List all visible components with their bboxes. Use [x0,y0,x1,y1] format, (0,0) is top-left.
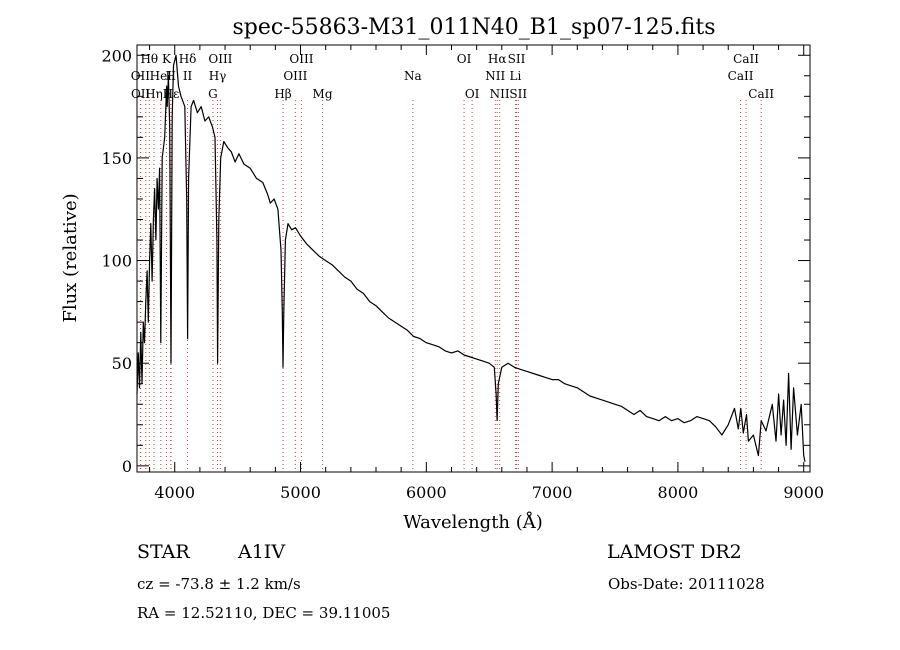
line-label: Mg [313,87,333,101]
object-subclass: A1IV [238,541,286,563]
line-label: CaII [733,52,759,66]
line-label: Na [404,69,422,83]
y-tick-label: 200 [101,46,132,65]
coordinates: RA = 12.52110, DEC = 39.11005 [137,604,391,622]
line-label: HeI [150,69,173,83]
line-label: Li [509,69,521,83]
redshift-info: cz = -73.8 ± 1.2 km/s [137,575,301,593]
line-label: Hγ [209,69,227,83]
line-markers [139,100,762,472]
x-tick-label: 4000 [154,483,195,502]
y-tick-label: 50 [112,354,132,373]
line-label: OIII [283,69,307,83]
y-tick-label: 0 [122,457,132,476]
line-label: OII [131,87,151,101]
line-label: II [183,69,193,83]
x-axis-label: Wavelength (Å) [403,511,543,533]
line-label: OIII [289,52,313,66]
line-label: Hθ [140,52,158,66]
x-tick-label: 8000 [658,483,699,502]
line-label: Hα [488,52,507,66]
line-label: CaII [748,87,774,101]
y-tick-label: 150 [101,149,132,168]
x-tick-label: 9000 [783,483,824,502]
line-label: Hη [145,87,163,101]
line-label: OI [465,87,480,101]
y-axis-label: Flux (relative) [60,193,81,322]
object-class: STAR [137,541,190,563]
line-label: OI [457,52,472,66]
y-tick-label: 100 [101,252,132,271]
line-label: CaII [728,69,754,83]
line-label: OII [131,69,151,83]
axis-ticks [137,45,810,472]
line-label: H [165,69,175,83]
line-label: SII [508,52,526,66]
x-tick-label: 5000 [280,483,321,502]
x-tick-label: 6000 [406,483,447,502]
line-label: Hβ [274,87,291,101]
line-label: NII [490,87,510,101]
line-label: Hδ [179,52,197,66]
line-label: G [208,87,218,101]
line-label: SII [509,87,527,101]
chart-title: spec-55863-M31_011N40_B1_sp07-125.fits [232,15,715,40]
axis-tick-labels: 4000 5000 6000 7000 8000 9000 0 50 100 150 200 [101,46,824,502]
spectrum-line [136,54,806,462]
survey-name: LAMOST DR2 [607,541,742,563]
line-label: OIII [208,52,232,66]
obs-date: Obs-Date: 20111028 [608,575,765,593]
line-label: K [162,52,172,66]
spectrum-series [136,54,806,462]
plot-frame [136,44,811,473]
line-label: Hε [163,87,180,101]
x-tick-label: 7000 [532,483,573,502]
line-label: NII [485,69,505,83]
